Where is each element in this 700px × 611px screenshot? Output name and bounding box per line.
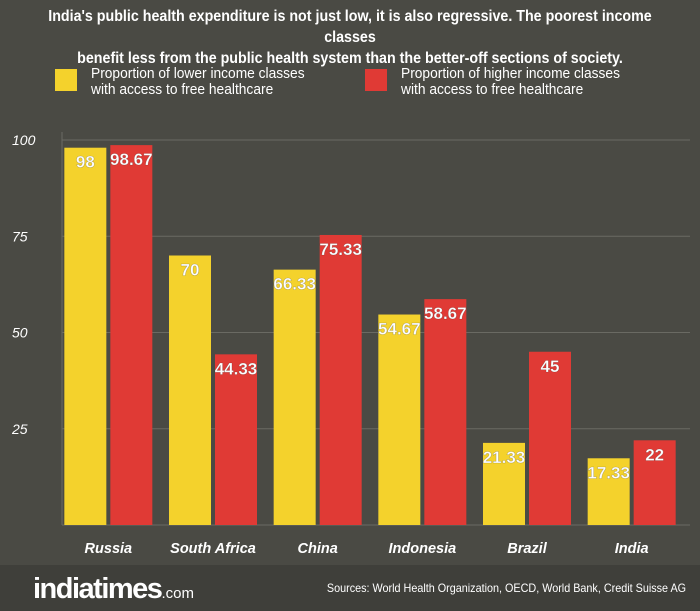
legend-label-lower: Proportion of lower income classes with … [91, 66, 305, 98]
data-label: 17.33 [587, 463, 630, 482]
legend-swatch-higher [365, 69, 387, 91]
bar-higher [215, 354, 257, 525]
x-tick-label: Brazil [507, 541, 547, 557]
y-tick-label: 50 [12, 325, 28, 341]
data-label: 21.33 [483, 448, 526, 467]
data-label: 58.67 [424, 304, 467, 323]
x-tick-label: South Africa [170, 541, 256, 557]
bar-lower [587, 458, 630, 525]
x-tick-label: Indonesia [388, 541, 456, 557]
bar-lower [483, 442, 525, 525]
bar-chart: 100 75 50 25 98 98.67 Russia 70 44.33 South Afric… [11, 132, 690, 557]
bar-higher [424, 299, 467, 525]
bar-lower [64, 147, 107, 525]
bar-higher [633, 440, 676, 525]
logo-text: indiatimes [33, 573, 163, 605]
site-logo[interactable]: indiatimes.com [33, 573, 194, 610]
bar-lower [169, 255, 211, 525]
x-tick-label: Russia [85, 541, 133, 557]
data-label: 70 [181, 261, 200, 280]
data-label: 66.33 [273, 275, 316, 294]
bar-higher [319, 234, 362, 526]
bar-lower [378, 314, 421, 525]
sources-text: Sources: World Health Organization, OECD… [326, 581, 686, 595]
bar-lower [273, 269, 316, 525]
x-tick-label: China [298, 541, 338, 557]
bar-higher [529, 351, 571, 525]
data-label: 45 [541, 357, 560, 376]
y-tick-label: 100 [12, 132, 36, 148]
x-tick-label: India [615, 541, 649, 557]
data-label: 54.67 [378, 320, 421, 339]
legend-swatch-lower [55, 69, 77, 91]
bar-higher [110, 145, 153, 526]
data-label: 98.67 [110, 150, 153, 169]
footer-bar: indiatimes.com Sources: World Health Org… [0, 565, 700, 611]
data-label: 22 [645, 445, 664, 464]
legend-item-lower: Proportion of lower income classes with … [55, 66, 316, 98]
data-label: 44.33 [215, 359, 258, 378]
data-label: 98 [76, 153, 95, 172]
chart-title: India's public health expenditure is not… [48, 8, 652, 67]
data-label: 75.33 [319, 240, 362, 259]
legend-label-higher: Proportion of higher income classes with… [401, 66, 620, 98]
y-tick-label: 25 [11, 421, 28, 437]
logo-suffix: .com [161, 585, 194, 602]
legend-item-higher: Proportion of higher income classes with… [365, 66, 632, 98]
y-tick-label: 75 [12, 228, 28, 244]
